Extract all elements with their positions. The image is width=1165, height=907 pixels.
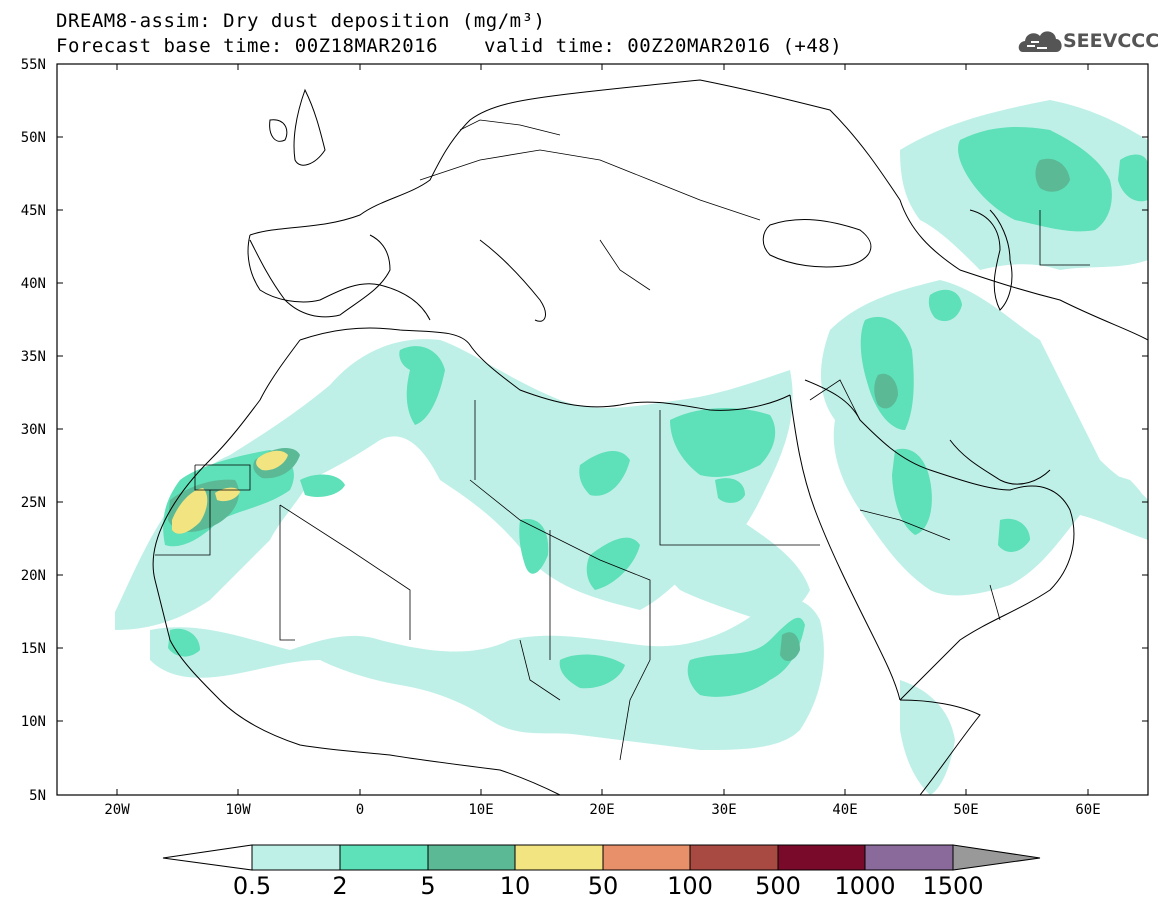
colorbar-swatch [514,844,604,871]
lon-label: 20E [589,802,614,818]
colorbar-swatch [602,844,691,871]
lon-label: 10E [468,802,493,818]
colorbar-label: 5 [420,872,436,900]
colorbar [162,844,1041,871]
lon-label: 30E [711,802,736,818]
lat-ticks [57,63,1148,796]
lat-label: 25N [21,495,46,511]
colorbar-swatch [339,844,429,871]
lat-label: 10N [21,714,46,730]
colorbar-label: 2 [332,872,348,900]
cloud-icon [1018,31,1062,52]
lat-labels: 55N 50N 45N 40N 35N 30N 25N 20N 15N 10N … [21,57,46,804]
colorbar-swatch [251,844,341,871]
lon-label: 20W [104,802,130,818]
valid-time: valid time: 00Z20MAR2016 (+48) [484,35,843,57]
lat-label: 35N [21,349,46,365]
lat-label: 55N [21,57,46,73]
lat-label: 50N [21,130,46,146]
lat-label: 30N [21,422,46,438]
lat-label: 45N [21,203,46,219]
map-title: DREAM8-assim: Dry dust deposition (mg/m³… [56,10,546,32]
lon-labels: 20W 10W 0 10E 20E 30E 40E 50E 60E [104,802,1100,818]
lon-label: 10W [225,802,251,818]
political-borders [155,119,1090,761]
colorbar-swatch [777,844,866,871]
colorbar-label: 100 [667,872,713,900]
colorbar-label: 1000 [834,872,896,900]
logo-text: SEEVCCC [1063,30,1160,52]
lon-ticks [116,64,1089,795]
lon-label: 50E [953,802,978,818]
lat-label: 40N [21,276,46,292]
colorbar-swatch [864,844,954,871]
colorbar-label: 10 [499,872,531,900]
lat-label: 5N [29,788,46,804]
lat-label: 15N [21,641,46,657]
lon-label: 60E [1075,802,1100,818]
lat-label: 20N [21,568,46,584]
deposition-level-10 [172,450,288,534]
colorbar-label: 500 [755,872,801,900]
coastlines [152,79,1148,795]
colorbar-label: 50 [587,872,619,900]
colorbar-swatch [427,844,516,871]
colorbar-label: 0.5 [232,872,272,900]
colorbar-lower-arrow [162,844,253,871]
lon-label: 0 [356,802,364,818]
lon-label: 40E [832,802,857,818]
colorbar-label: 1500 [922,872,984,900]
forecast-base-time: Forecast base time: 00Z18MAR2016 [56,35,439,57]
colorbar-upper-arrow [952,844,1041,871]
colorbar-swatch [689,844,779,871]
dust-deposition-field [115,79,1148,795]
